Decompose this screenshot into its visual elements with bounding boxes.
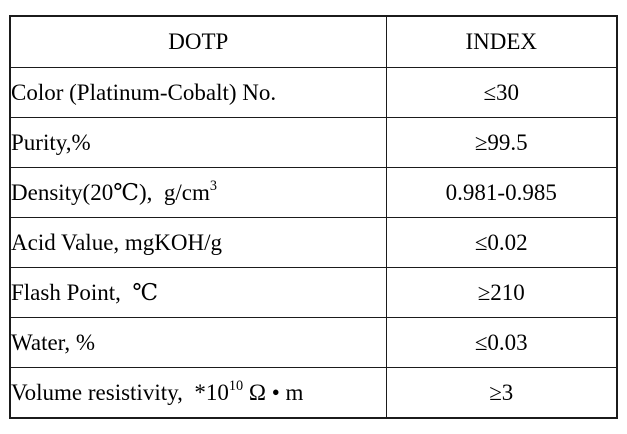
table-row: Acid Value, mgKOH/g ≤0.02 bbox=[9, 217, 618, 268]
table-row: Density(20℃), g/cm3 0.981-0.985 bbox=[9, 167, 618, 218]
spec-label-text: Flash Point, ℃ bbox=[11, 279, 159, 305]
spec-label-cell: Color (Platinum-Cobalt) No. bbox=[9, 67, 387, 118]
header-cell-product: DOTP bbox=[9, 15, 387, 68]
spec-value-cell: ≤0.03 bbox=[385, 317, 618, 368]
spec-table: DOTP INDEX Color (Platinum-Cobalt) No. ≤… bbox=[9, 15, 618, 419]
table-row: Water, % ≤0.03 bbox=[9, 317, 618, 368]
spec-value-cell: ≤30 bbox=[385, 67, 618, 118]
spec-label-superscript: 10 bbox=[228, 378, 244, 395]
spec-label-text: Water, % bbox=[11, 329, 96, 355]
spec-label-cell: Water, % bbox=[9, 317, 387, 368]
spec-label-text: Density(20℃), g/cm bbox=[11, 179, 210, 205]
spec-value-cell: 0.981-0.985 bbox=[385, 167, 618, 218]
spec-value-cell: ≥210 bbox=[385, 267, 618, 318]
spec-value-cell: ≤0.02 bbox=[385, 217, 618, 268]
spec-label-cell: Purity,% bbox=[9, 117, 387, 168]
spec-label-superscript: 3 bbox=[209, 178, 217, 195]
spec-value-cell: ≥99.5 bbox=[385, 117, 618, 168]
spec-label-text: Volume resistivity, *10 bbox=[11, 379, 229, 405]
table-row: Flash Point, ℃ ≥210 bbox=[9, 267, 618, 318]
spec-label-text-after: Ω • m bbox=[243, 379, 304, 405]
spec-label-cell: Volume resistivity, *1010 Ω • m bbox=[9, 367, 387, 419]
spec-value-cell: ≥3 bbox=[385, 367, 618, 419]
table-header-row: DOTP INDEX bbox=[9, 15, 618, 68]
table-row: Color (Platinum-Cobalt) No. ≤30 bbox=[9, 67, 618, 118]
spec-label-cell: Density(20℃), g/cm3 bbox=[9, 167, 387, 218]
table-row: Purity,% ≥99.5 bbox=[9, 117, 618, 168]
header-cell-index: INDEX bbox=[385, 15, 618, 68]
spec-label-cell: Acid Value, mgKOH/g bbox=[9, 217, 387, 268]
spec-label-text: Acid Value, mgKOH/g bbox=[11, 229, 223, 255]
spec-label-text: Color (Platinum-Cobalt) No. bbox=[11, 79, 277, 105]
spec-label-cell: Flash Point, ℃ bbox=[9, 267, 387, 318]
spec-label-text: Purity,% bbox=[11, 129, 91, 155]
table-row: Volume resistivity, *1010 Ω • m ≥3 bbox=[9, 367, 618, 419]
